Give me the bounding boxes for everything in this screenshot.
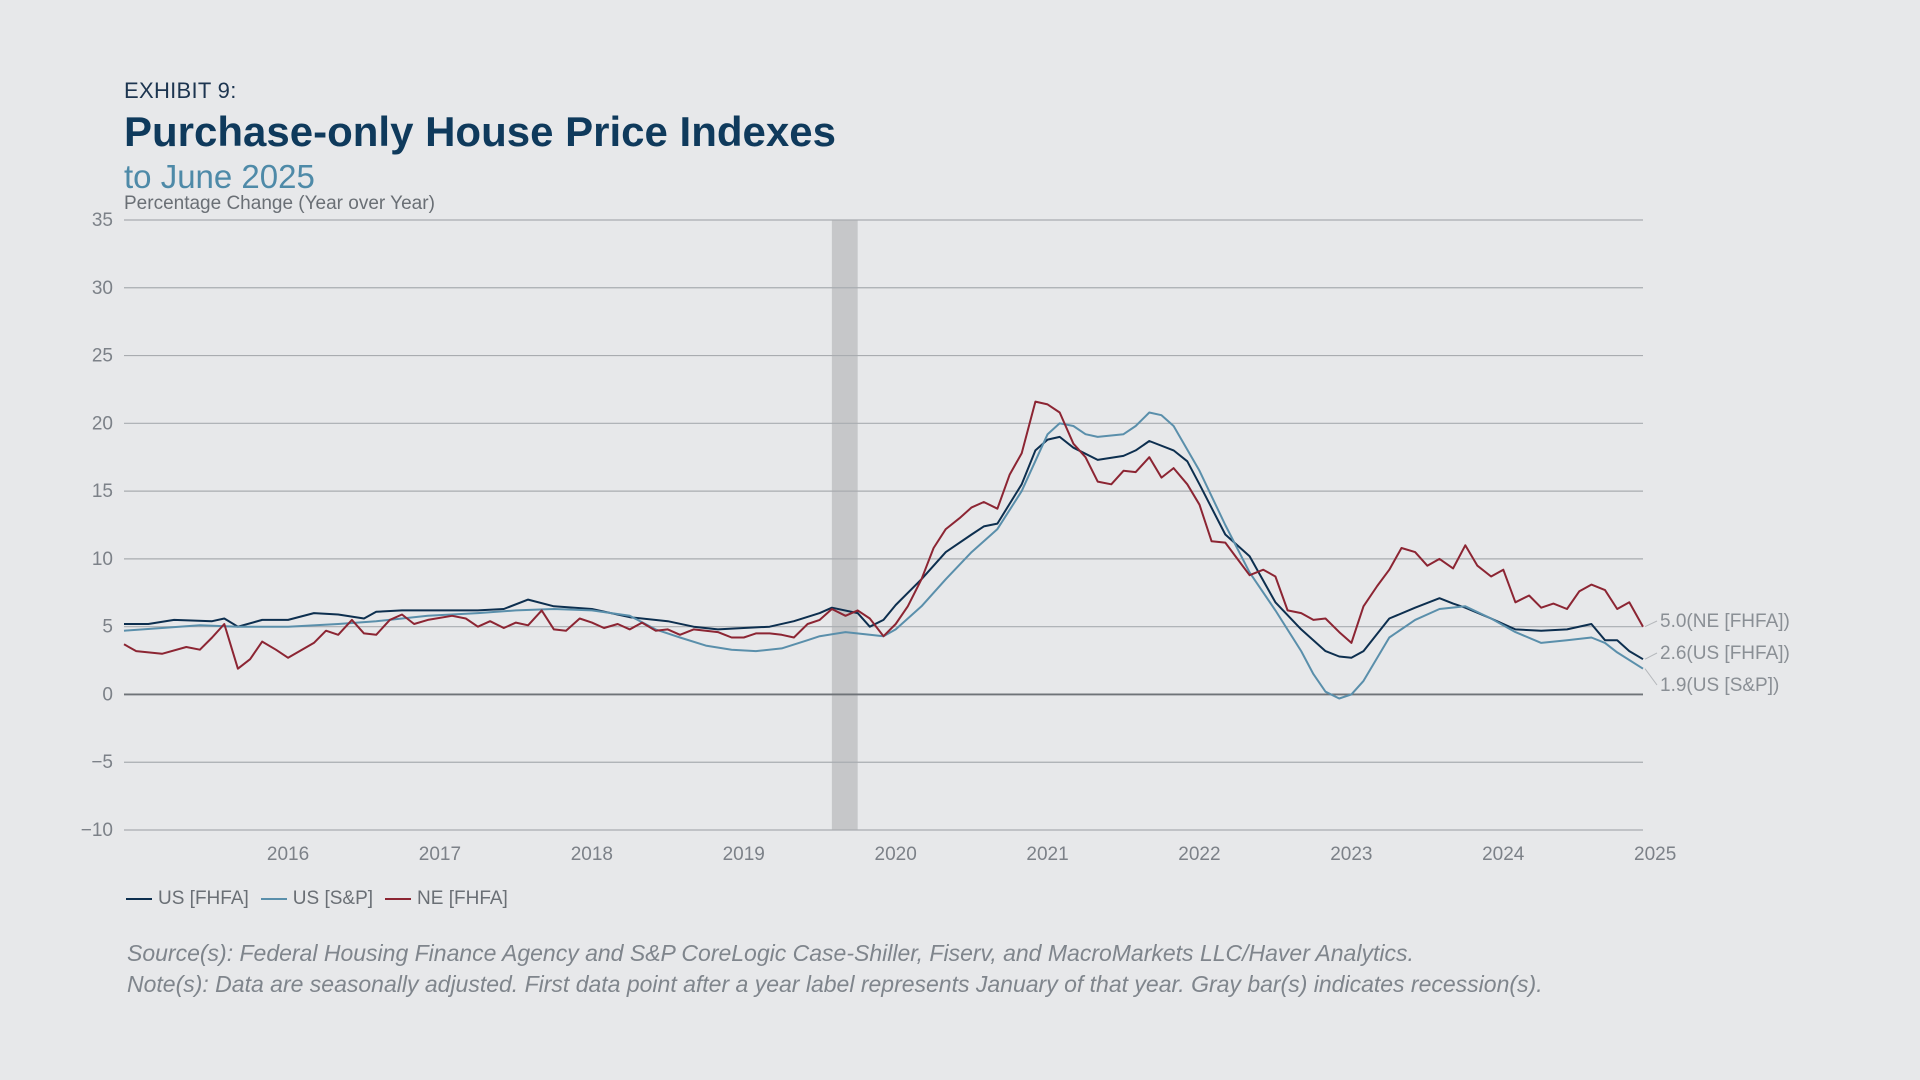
y-tick-label: 25 (92, 346, 113, 367)
x-tick-label: 2016 (267, 844, 309, 865)
end-label-leader (1644, 668, 1658, 686)
end-value-label: 2.6(US [FHFA]) (1660, 643, 1790, 664)
legend-label-us-fhfa: US [FHFA] (158, 888, 249, 909)
legend-swatch-us-fhfa (126, 898, 152, 900)
x-tick-label: 2017 (419, 844, 461, 865)
series-line-us-s-p (123, 411, 1644, 700)
end-value-label: 1.9(US [S&P]) (1660, 675, 1779, 696)
y-tick-label: 15 (92, 481, 113, 502)
legend-label-ne-fhfa: NE [FHFA] (417, 888, 508, 909)
chart-footer: Source(s): Federal Housing Finance Agenc… (127, 938, 1543, 1000)
end-label-leader (1644, 652, 1658, 660)
x-tick-label: 2018 (571, 844, 613, 865)
legend-label-us-sp: US [S&P] (292, 888, 374, 909)
legend-swatch-us-sp (260, 898, 287, 900)
end-value-label: 5.0(NE [FHFA]) (1660, 611, 1790, 632)
x-tick-label: 2021 (1026, 844, 1068, 865)
legend-swatch-ne-fhfa (385, 898, 412, 900)
y-tick-label: 30 (92, 278, 113, 299)
recession-band (831, 220, 858, 830)
y-tick-label: −10 (81, 820, 113, 841)
y-tick-label: 0 (102, 684, 113, 705)
x-tick-label: 2025 (1634, 844, 1676, 865)
line-chart: 35 30 25 20 15 10 5 0 −5 −10 2016 2017 2018 2019 2020 2… (81, 210, 1790, 865)
y-tick-label: 35 (92, 210, 113, 231)
end-label-leader (1644, 620, 1658, 628)
legend-item-us-sp: US [S&P] (260, 888, 374, 910)
data-note: Note(s): Data are seasonally adjusted. F… (127, 971, 1543, 997)
y-tick-label: 5 (102, 617, 113, 638)
x-tick-label: 2019 (723, 844, 765, 865)
series-line-ne-fhfa (123, 400, 1644, 670)
chart-header: EXHIBIT 9: Purchase-only House Price Ind… (124, 78, 836, 196)
chart-title: Purchase-only House Price Indexes (124, 108, 836, 155)
legend-item-ne-fhfa: NE [FHFA] (385, 888, 508, 910)
y-tick-label: −5 (91, 752, 113, 773)
series-line-us-fhfa (124, 435, 1644, 661)
x-tick-label: 2023 (1330, 844, 1372, 865)
y-axis-label: Percentage Change (Year over Year) (124, 193, 435, 214)
y-tick-label: 20 (92, 413, 113, 434)
legend-item-us-fhfa: US [FHFA] (126, 888, 249, 910)
x-tick-label: 2024 (1482, 844, 1525, 865)
source-note: Source(s): Federal Housing Finance Agenc… (127, 940, 1414, 966)
y-tick-label: 10 (92, 549, 113, 570)
x-tick-label: 2022 (1178, 844, 1220, 865)
chart-subtitle: to June 2025 (124, 158, 315, 195)
exhibit-label: EXHIBIT 9: (124, 78, 237, 103)
chart-legend: US [FHFA] US [S&P] NE [FHFA] (126, 888, 508, 910)
x-tick-label: 2020 (875, 844, 917, 865)
